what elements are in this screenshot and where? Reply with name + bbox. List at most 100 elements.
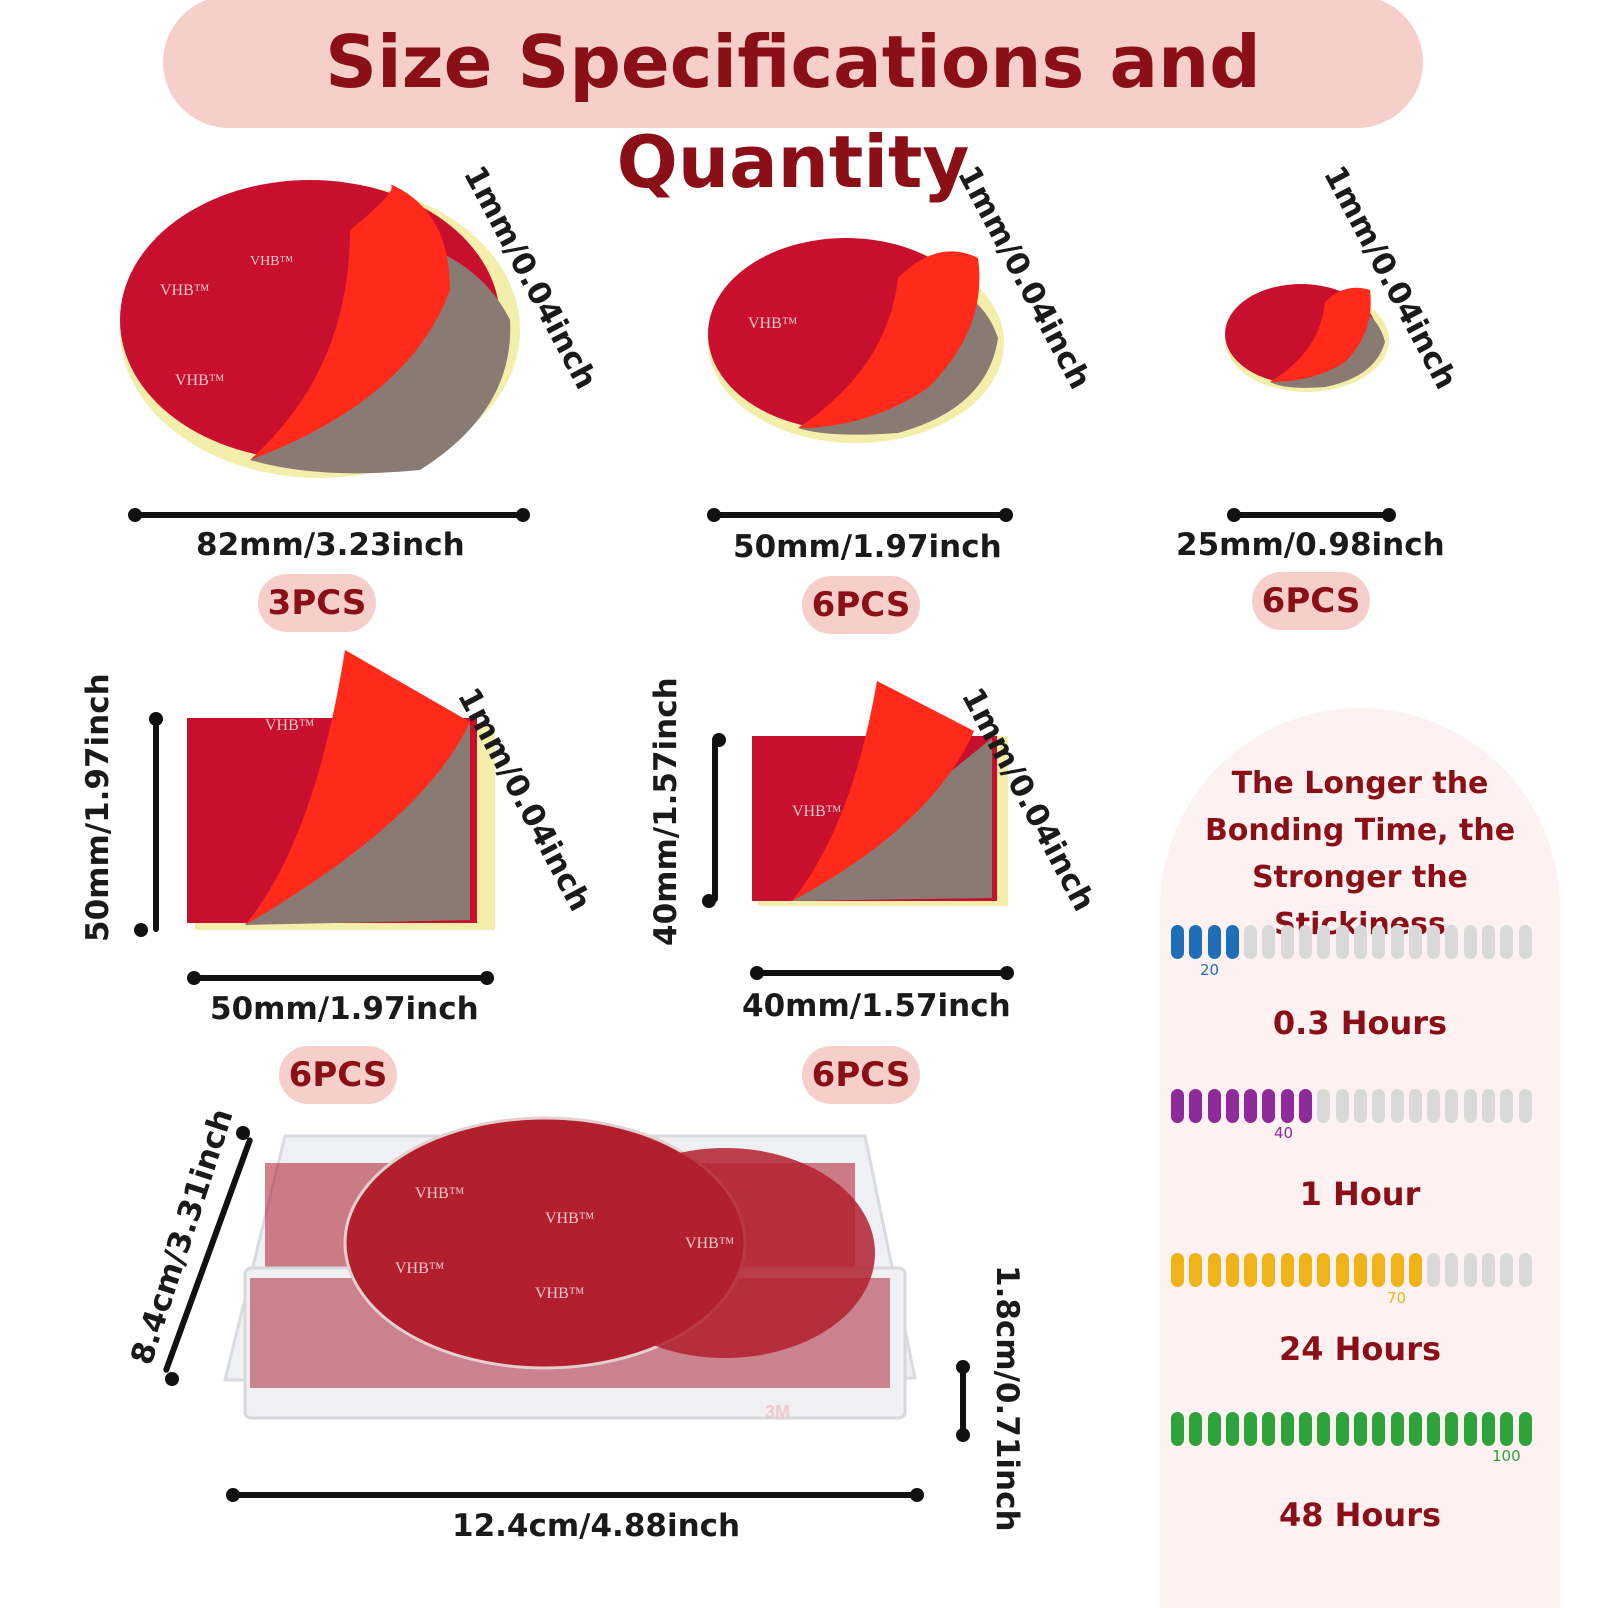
strength-segment-filled xyxy=(1299,1412,1313,1446)
strength-segment-empty xyxy=(1317,925,1331,959)
line-endpoint xyxy=(702,894,716,908)
strength-segment-empty xyxy=(1463,1089,1477,1123)
strength-segment-empty xyxy=(1390,925,1404,959)
strength-bar-0 xyxy=(1171,925,1551,959)
strength-segment-filled xyxy=(1225,1412,1239,1446)
hours-label-1: 1 Hour xyxy=(1299,1175,1421,1213)
line-endpoint xyxy=(1227,508,1241,522)
strength-segment-empty xyxy=(1518,925,1532,959)
line-endpoint xyxy=(956,1428,970,1442)
strength-segment-filled xyxy=(1225,1089,1239,1123)
box-width-line xyxy=(232,1492,918,1498)
strength-tick-2: 70 xyxy=(1387,1289,1407,1307)
strength-segment-filled xyxy=(1317,1253,1331,1287)
page-title: Size Specifications and Quantity xyxy=(325,20,1261,204)
line-endpoint xyxy=(1382,508,1396,522)
line-endpoint xyxy=(165,1372,179,1386)
line-endpoint xyxy=(236,1126,250,1140)
width-line-2 xyxy=(712,512,1008,518)
line-endpoint xyxy=(750,966,764,980)
qty-badge-3: 6PCS xyxy=(1252,572,1370,630)
line-endpoint xyxy=(956,1360,970,1374)
svg-text:VHB™: VHB™ xyxy=(395,1260,445,1277)
svg-text:VHB™: VHB™ xyxy=(685,1235,735,1252)
strength-segment-filled xyxy=(1390,1253,1404,1287)
strength-segment-empty xyxy=(1244,925,1258,959)
strength-segment-filled xyxy=(1244,1089,1258,1123)
width-label-1: 82mm/3.23inch xyxy=(196,527,465,563)
box-width-label: 12.4cm/4.88inch xyxy=(452,1508,741,1544)
strength-segment-filled xyxy=(1207,1253,1221,1287)
svg-text:VHB™: VHB™ xyxy=(175,372,225,389)
height-line-5 xyxy=(712,740,718,902)
line-endpoint xyxy=(134,923,148,937)
line-endpoint xyxy=(226,1488,240,1502)
strength-segment-empty xyxy=(1445,1089,1459,1123)
svg-text:VHB™: VHB™ xyxy=(265,717,315,734)
svg-text:VHB™: VHB™ xyxy=(792,803,842,820)
qty-badge-2: 6PCS xyxy=(802,576,920,634)
svg-text:VHB™: VHB™ xyxy=(250,254,294,269)
qty-badge-5: 6PCS xyxy=(802,1046,920,1104)
strength-segment-empty xyxy=(1482,1089,1496,1123)
strength-segment-filled xyxy=(1317,1412,1331,1446)
strength-bar-1 xyxy=(1171,1089,1551,1123)
line-endpoint xyxy=(128,508,142,522)
strength-segment-filled xyxy=(1244,1253,1258,1287)
strength-segment-filled xyxy=(1299,1253,1313,1287)
line-endpoint xyxy=(516,508,530,522)
strength-tick-3: 100 xyxy=(1492,1447,1521,1465)
strength-segment-empty xyxy=(1299,925,1313,959)
hours-label-2: 24 Hours xyxy=(1278,1330,1442,1368)
strength-segment-filled xyxy=(1225,1253,1239,1287)
svg-text:VHB™: VHB™ xyxy=(748,315,798,332)
strength-segment-filled xyxy=(1189,925,1203,959)
line-endpoint xyxy=(480,971,494,985)
strength-segment-empty xyxy=(1408,925,1422,959)
strength-segment-filled xyxy=(1408,1412,1422,1446)
width-label-5: 40mm/1.57inch xyxy=(742,988,1011,1024)
width-line-5 xyxy=(756,970,1008,976)
width-label-2: 50mm/1.97inch xyxy=(733,529,1002,565)
bonding-time-panel xyxy=(1160,708,1560,1608)
strength-segment-filled xyxy=(1207,1089,1221,1123)
strength-segment-empty xyxy=(1390,1089,1404,1123)
width-line-3 xyxy=(1232,512,1390,518)
strength-segment-filled xyxy=(1390,1412,1404,1446)
svg-text:3M: 3M xyxy=(765,1402,790,1422)
line-endpoint xyxy=(712,733,726,747)
strength-segment-filled xyxy=(1207,925,1221,959)
strength-segment-filled xyxy=(1262,1089,1276,1123)
line-endpoint xyxy=(707,508,721,522)
strength-segment-filled xyxy=(1244,1412,1258,1446)
hours-label-3: 48 Hours xyxy=(1278,1496,1442,1534)
strength-segment-filled xyxy=(1207,1412,1221,1446)
strength-segment-filled xyxy=(1171,925,1184,959)
svg-text:VHB™: VHB™ xyxy=(160,282,210,299)
width-line-4 xyxy=(192,975,488,981)
height-label-5: 40mm/1.57inch xyxy=(648,677,684,946)
strength-segment-filled xyxy=(1408,1253,1422,1287)
strength-tick-1: 40 xyxy=(1274,1124,1294,1142)
strength-segment-filled xyxy=(1189,1253,1203,1287)
strength-segment-filled xyxy=(1189,1412,1203,1446)
width-line-1 xyxy=(133,512,525,518)
strength-segment-empty xyxy=(1262,925,1276,959)
strength-segment-empty xyxy=(1427,925,1441,959)
width-label-3: 25mm/0.98inch xyxy=(1176,527,1445,563)
strength-segment-filled xyxy=(1427,1412,1441,1446)
strength-segment-empty xyxy=(1445,925,1459,959)
strength-segment-empty xyxy=(1463,1253,1477,1287)
square-pad-50mm-image: VHB™ xyxy=(187,650,495,930)
line-endpoint xyxy=(149,712,163,726)
strength-segment-filled xyxy=(1225,925,1239,959)
strength-segment-filled xyxy=(1518,1412,1532,1446)
strength-tick-0: 20 xyxy=(1200,961,1220,979)
strength-segment-filled xyxy=(1262,1253,1276,1287)
strength-segment-empty xyxy=(1463,925,1477,959)
strength-segment-empty xyxy=(1500,1253,1514,1287)
box-height-label: 1.8cm/0.71inch xyxy=(989,1265,1025,1532)
strength-segment-filled xyxy=(1262,1412,1276,1446)
strength-segment-empty xyxy=(1317,1089,1331,1123)
strength-segment-filled xyxy=(1171,1253,1184,1287)
